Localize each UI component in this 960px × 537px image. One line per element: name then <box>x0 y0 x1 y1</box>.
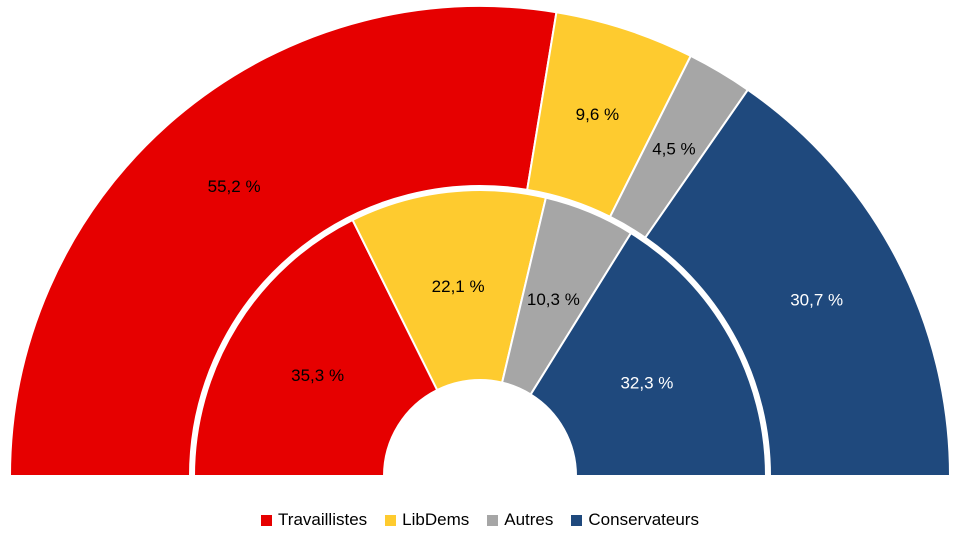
inner-label-autres: 10,3 % <box>527 290 580 309</box>
outer-segment-conservateurs <box>643 88 952 477</box>
legend-item-travaillistes: Travaillistes <box>261 510 367 530</box>
legend-item-autres: Autres <box>487 510 553 530</box>
outer-segment-travaillistes <box>8 5 558 477</box>
legend-label-libdems: LibDems <box>402 510 470 529</box>
chart-segments <box>8 5 952 477</box>
legend-swatch-autres <box>487 514 499 526</box>
inner-segment-libdems <box>351 189 548 392</box>
hemicycle-chart: 55,2 % 9,6 % 4,5 % 30,7 % 35,3 % 22,1 % 10,3 %… <box>8 5 952 477</box>
legend-item-conservateurs: Conservateurs <box>571 510 699 530</box>
inner-label-conservateurs: 32,3 % <box>620 374 673 393</box>
outer-label-travaillistes: 55,2 % <box>208 177 261 196</box>
outer-label-autres: 4,5 % <box>652 140 695 159</box>
inner-segment-travaillistes <box>192 218 439 477</box>
legend-item-libdems: LibDems <box>385 510 469 530</box>
inner-label-libdems: 22,1 % <box>432 277 485 296</box>
outer-label-conservateurs: 30,7 % <box>790 290 843 309</box>
legend: Travaillistes LibDems Autres Conservateu… <box>0 508 960 532</box>
inner-label-travaillistes: 35,3 % <box>291 366 344 385</box>
legend-label-autres: Autres <box>504 510 554 529</box>
outer-label-libdems: 9,6 % <box>576 105 619 124</box>
legend-swatch-travaillistes <box>261 514 273 526</box>
legend-swatch-libdems <box>385 514 397 526</box>
legend-label-conservateurs: Conservateurs <box>588 510 699 529</box>
inner-segment-conservateurs <box>529 231 768 477</box>
legend-swatch-conservateurs <box>571 514 583 526</box>
chart-labels: 55,2 % 9,6 % 4,5 % 30,7 % 35,3 % 22,1 % 10,3 %… <box>208 105 843 393</box>
legend-label-travaillistes: Travaillistes <box>278 510 368 529</box>
